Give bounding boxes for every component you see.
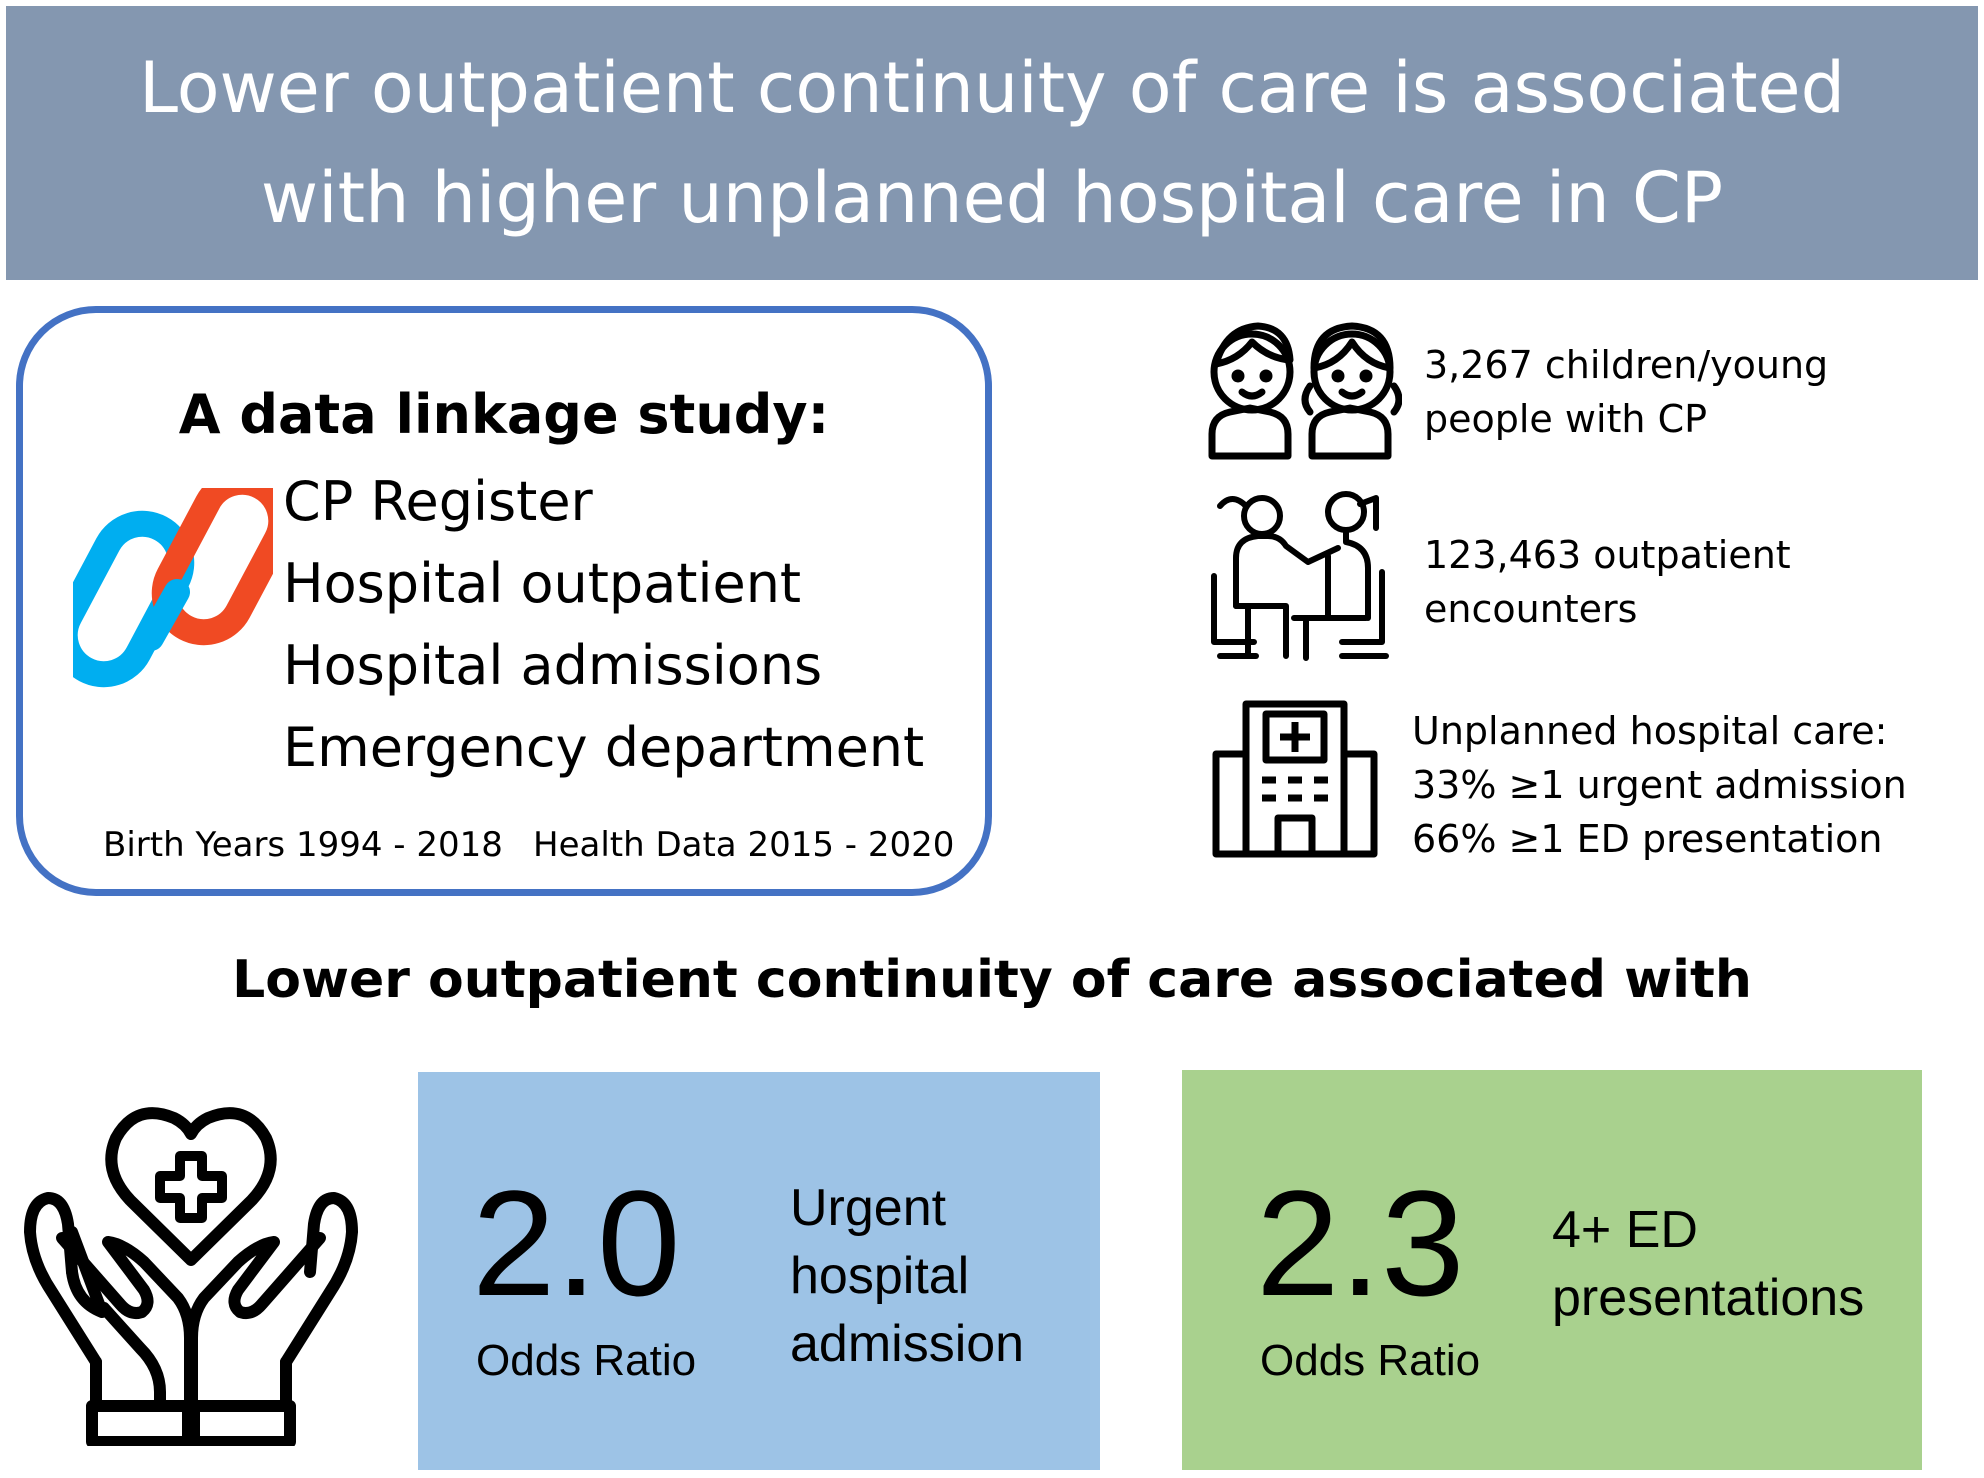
- stat-line: 66% ≥1 ED presentation: [1412, 817, 1883, 861]
- health-data-years: Health Data 2015 - 2020: [533, 825, 955, 865]
- ed-presentations-panel: 2.3 Odds Ratio 4+ ED presentations: [1182, 1070, 1922, 1470]
- data-sources-list: CP Register Hospital outpatient Hospital…: [283, 461, 924, 789]
- hands-heart-icon: [24, 1107, 358, 1446]
- stat-line: encounters: [1424, 587, 1638, 631]
- hospital-icon: [1212, 700, 1378, 858]
- source-item: Hospital outpatient: [283, 552, 802, 615]
- description-line: Urgent: [790, 1179, 947, 1237]
- description-line: 4+ ED: [1552, 1201, 1698, 1259]
- description-line: hospital: [790, 1247, 970, 1305]
- source-item: Emergency department: [283, 716, 925, 779]
- stat-line: 33% ≥1 urgent admission: [1412, 763, 1907, 807]
- study-title: A data linkage study:: [178, 383, 830, 446]
- odds-ratio-label: Odds Ratio: [1260, 1336, 1481, 1385]
- stat-line: people with CP: [1424, 397, 1708, 441]
- study-box: A data linkage study: CP Register Hospit…: [16, 306, 992, 896]
- children-icon: [1208, 322, 1402, 460]
- description-line: presentations: [1552, 1269, 1865, 1327]
- description-line: admission: [790, 1315, 1025, 1373]
- section-heading: Lower outpatient continuity of care asso…: [232, 950, 1752, 1010]
- stat-line: Unplanned hospital care:: [1412, 709, 1888, 753]
- title-line-2: with higher unplanned hospital care in C…: [260, 157, 1724, 239]
- title-line-1: Lower outpatient continuity of care is a…: [138, 47, 1846, 129]
- odds-ratio-value: 2.3: [1256, 1159, 1465, 1327]
- stat-line: 3,267 children/young: [1424, 343, 1829, 387]
- outcome-description: Urgent hospital admission: [790, 1174, 1024, 1378]
- odds-ratio-value: 2.0: [472, 1159, 681, 1327]
- children-stat: 3,267 children/young people with CP: [1424, 338, 1828, 446]
- birth-years: Birth Years 1994 - 2018: [103, 825, 503, 865]
- source-item: CP Register: [283, 470, 593, 533]
- urgent-admission-panel: 2.0 Odds Ratio Urgent hospital admission: [418, 1072, 1100, 1470]
- chain-link-icon: [73, 488, 273, 688]
- doctor-patient-icon: [1211, 491, 1389, 661]
- unplanned-care-stat: Unplanned hospital care: 33% ≥1 urgent a…: [1412, 704, 1907, 866]
- outcome-description: 4+ ED presentations: [1552, 1196, 1864, 1332]
- source-item: Hospital admissions: [283, 634, 823, 697]
- outpatient-stat: 123,463 outpatient encounters: [1424, 528, 1791, 636]
- stat-line: 123,463 outpatient: [1424, 533, 1791, 577]
- odds-ratio-label: Odds Ratio: [476, 1336, 697, 1385]
- header-banner: Lower outpatient continuity of care is a…: [6, 6, 1978, 280]
